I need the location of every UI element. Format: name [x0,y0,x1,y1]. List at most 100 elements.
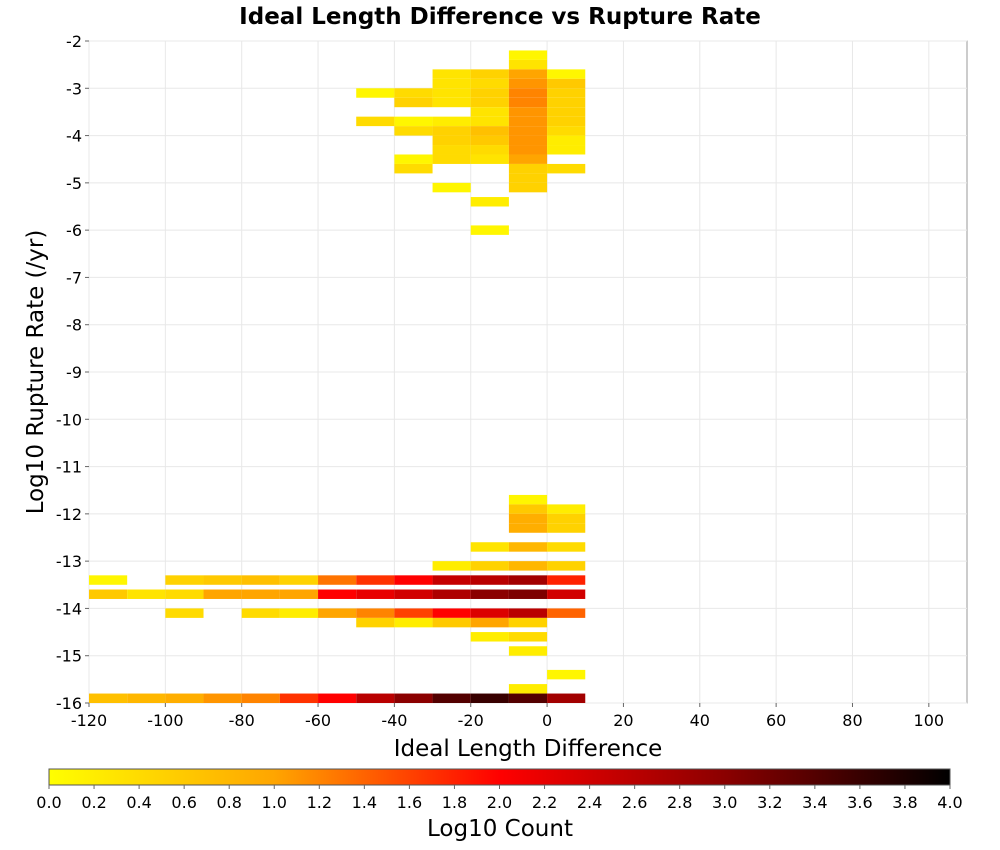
heatmap-cell [547,97,586,108]
heatmap-cell [547,163,586,174]
y-tick-label: -11 [56,458,82,477]
colorbar-tick-label: 3.0 [712,793,737,812]
heatmap-cell [279,575,319,585]
heatmap-cell [470,126,509,136]
heatmap-cell [470,78,509,89]
x-tick-label: -20 [458,711,484,730]
heatmap-cell [165,608,204,618]
x-tick-label: -40 [381,711,407,730]
x-tick-label: -60 [305,711,331,730]
heatmap-cell [470,154,509,164]
y-tick-label: -5 [66,174,82,193]
heatmap-cell [508,88,548,98]
heatmap-cell [547,589,586,599]
y-tick-label: -2 [66,32,82,51]
heatmap-cell [547,135,586,146]
y-tick-label: -12 [56,505,82,524]
heatmap-cell [432,126,471,136]
y-tick-label: -13 [56,552,82,571]
y-tick-label: -10 [56,410,82,429]
colorbar-tick-label: 3.4 [802,793,827,812]
heatmap-cell [432,154,471,164]
heatmap-cell [394,97,433,108]
heatmap-cell [508,693,548,703]
heatmap-cell [394,88,433,98]
heatmap-cell [89,693,128,703]
y-tick-label: -3 [66,79,82,98]
heatmap-cell [432,116,471,127]
heatmap-cell [547,116,586,127]
heatmap-cell [508,182,548,193]
x-tick-label: 100 [914,711,945,730]
heatmap-cell [508,59,548,70]
heatmap-cell [508,589,548,599]
heatmap-cell [432,69,471,79]
heatmap-cell [470,617,509,628]
x-axis-label: Ideal Length Difference [394,736,663,762]
heatmap-cell [547,69,586,79]
colorbar-tick-label: 2.0 [487,793,512,812]
heatmap-cell [508,632,548,642]
heatmap-cell [470,632,509,642]
heatmap-cell [241,693,280,703]
heatmap-cell [318,575,357,585]
heatmap-cell [89,575,128,585]
heatmap-cell [470,135,509,146]
colorbar-label: Log10 Count [427,816,573,842]
heatmap-cell [547,523,586,533]
x-axis-ticks: -120 -100 -80 -60 -40 -20 0 20 40 60 80 100 [71,703,944,730]
heatmap-cell [508,617,548,628]
heatmap-cell [470,561,509,571]
heatmap-cell [318,589,357,599]
heatmap-cell [203,575,242,585]
colorbar-tick-label: 2.2 [532,793,557,812]
heatmap-cell [432,135,471,146]
heatmap-cell [432,78,471,89]
heatmap-cell [508,78,548,89]
heatmap-cell [508,494,548,505]
heatmap-cell [394,126,433,136]
heatmap-cell [470,116,509,127]
colorbar-tick-label: 3.2 [757,793,782,812]
colorbar-tick-label: 0.4 [126,793,151,812]
heatmap-cell [356,575,395,585]
heatmap-cell [508,50,548,60]
heatmap-cell [508,173,548,183]
y-tick-label: -6 [66,221,82,240]
heatmap-cell [279,608,319,618]
heatmap-cell [470,608,509,618]
colorbar-tick-label: 4.0 [937,793,962,812]
heatmap-cell [508,608,548,618]
colorbar-tick-label: 1.2 [307,793,332,812]
colorbar-tick-label: 3.8 [892,793,917,812]
heatmap-cell [547,669,586,680]
heatmap-cell [470,69,509,79]
heatmap-cell [394,608,433,618]
heatmap-cell [508,116,548,127]
colorbar-tick-label: 0.0 [36,793,61,812]
y-tick-label: -14 [56,599,82,618]
heatmap-cell [165,575,204,585]
heatmap-cell [394,617,433,628]
heatmap-cell [547,78,586,89]
colorbar-tick-label: 1.6 [397,793,422,812]
heatmap-cell [241,608,280,618]
heatmap-cell [470,97,509,108]
heatmap-cell [470,145,509,155]
heatmap-cell [394,693,433,703]
x-tick-label: -120 [71,711,107,730]
heatmap-cell [508,69,548,79]
y-axis-label: Log10 Rupture Rate (/yr) [23,230,49,515]
heatmap-cell [318,693,357,703]
heatmap-cell [127,693,166,703]
heatmap-cell [508,154,548,164]
heatmap-cell [547,126,586,136]
heatmap-cell [432,617,471,628]
heatmap-cell [508,513,548,524]
colorbar [48,768,951,786]
heatmap-cell [394,116,433,127]
colorbar-tick-label: 3.6 [847,793,872,812]
y-tick-label: -4 [66,127,82,146]
heatmap-cell [432,182,471,193]
